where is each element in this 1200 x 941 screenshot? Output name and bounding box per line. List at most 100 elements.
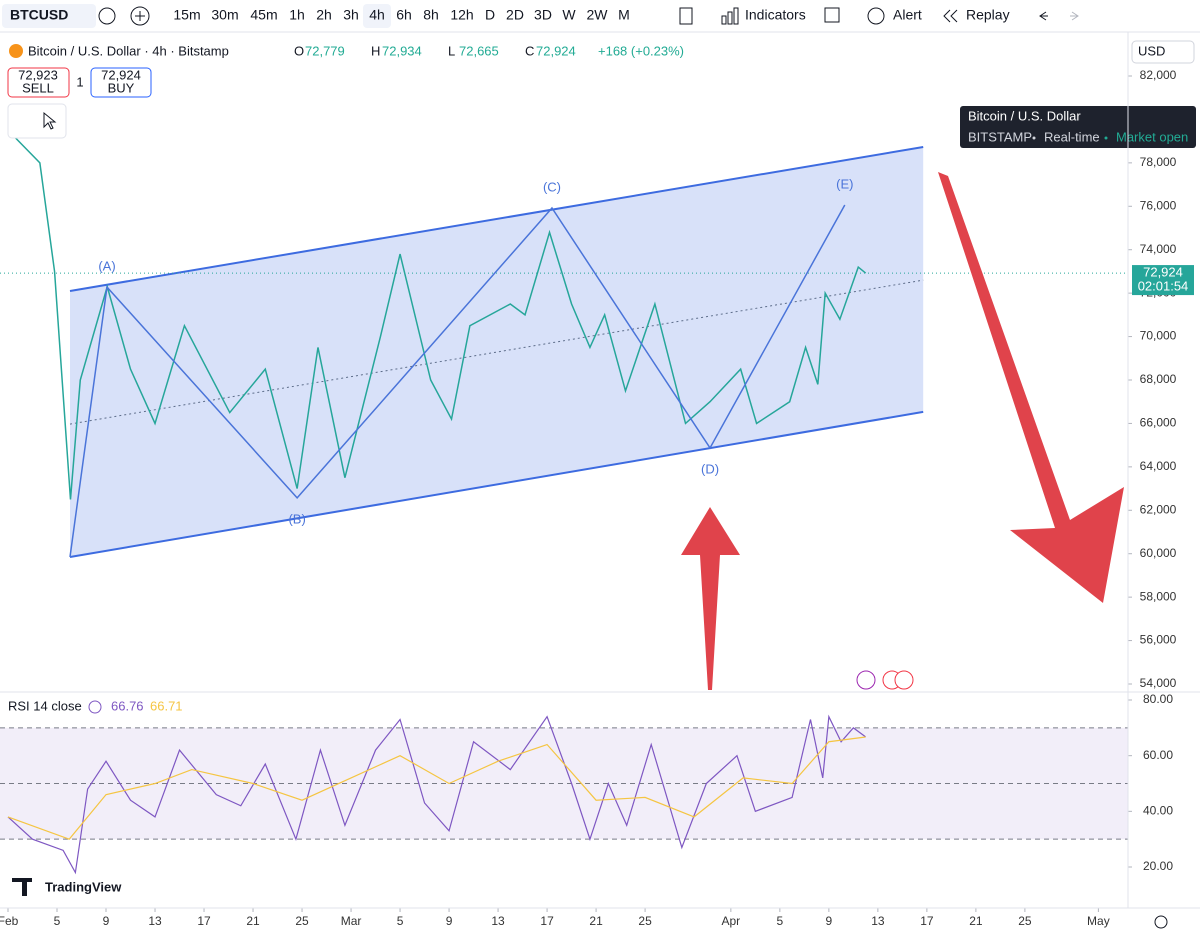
symbol-icon[interactable] bbox=[98, 7, 116, 25]
last-price-box bbox=[1132, 265, 1194, 296]
interval-button[interactable]: D bbox=[485, 7, 495, 23]
currency-box[interactable] bbox=[1131, 40, 1195, 64]
wave-label: (C) bbox=[543, 179, 561, 194]
time-tick-label: 21 bbox=[969, 914, 983, 928]
tooltip bbox=[960, 106, 1196, 148]
undo-button[interactable] bbox=[1039, 11, 1048, 21]
sell-button[interactable] bbox=[7, 67, 70, 98]
interval-button[interactable]: 3D bbox=[534, 7, 552, 23]
interval-button[interactable]: W bbox=[562, 7, 576, 23]
interval-button[interactable]: 45m bbox=[250, 7, 277, 23]
sell-price[interactable]: 72,923 bbox=[18, 67, 58, 82]
alert-icon bbox=[867, 7, 885, 25]
interval-button[interactable]: 8h bbox=[423, 7, 439, 23]
rsi-tick-label: 80.00 bbox=[1143, 692, 1173, 706]
settings-button[interactable] bbox=[1154, 915, 1168, 929]
countdown: 02:01:54 bbox=[1138, 279, 1189, 294]
time-tick-label: 13 bbox=[148, 914, 162, 928]
indicators-button[interactable]: Indicators bbox=[745, 7, 806, 23]
time-tick-label: 21 bbox=[246, 914, 260, 928]
currency[interactable]: USD bbox=[1138, 43, 1165, 58]
rsi-tick-label: 40.00 bbox=[1143, 804, 1173, 818]
dot bbox=[1104, 136, 1108, 140]
price-tick-label: 68,000 bbox=[1140, 372, 1177, 386]
plus-icon bbox=[135, 11, 145, 21]
wave-label: (A) bbox=[98, 259, 115, 274]
wave-label: (D) bbox=[701, 461, 719, 476]
time-tick-label: 17 bbox=[197, 914, 211, 928]
down-arrow bbox=[938, 172, 1124, 603]
interval-button[interactable]: 30m bbox=[211, 7, 238, 23]
time-tick-label: Apr bbox=[722, 914, 741, 928]
ohlc-key: O bbox=[294, 43, 304, 58]
ohlc-value: 72,665 bbox=[459, 43, 499, 58]
active-interval-bg bbox=[363, 4, 391, 28]
rsi-tick-label: 60.00 bbox=[1143, 748, 1173, 762]
chart-type-button[interactable] bbox=[679, 7, 693, 25]
time-tick-label: 9 bbox=[826, 914, 833, 928]
interval-button[interactable]: 6h bbox=[396, 7, 412, 23]
symbol-box[interactable] bbox=[2, 4, 96, 28]
templates-button[interactable] bbox=[824, 7, 840, 23]
time-tick-label: 21 bbox=[589, 914, 603, 928]
price-tick-label: 78,000 bbox=[1140, 155, 1177, 169]
logo-mark bbox=[12, 878, 32, 896]
interval-button[interactable]: M bbox=[618, 7, 630, 23]
redo-button[interactable] bbox=[1070, 11, 1079, 21]
up-arrow bbox=[681, 507, 740, 690]
ohlc-value: 72,934 bbox=[382, 43, 422, 58]
buy-price[interactable]: 72,924 bbox=[101, 67, 141, 82]
rsi-value: 66.76 bbox=[111, 698, 144, 713]
symbol[interactable]: BTCUSD bbox=[10, 7, 68, 23]
rsi-line bbox=[7, 736, 866, 840]
tooltip-name: Bitcoin / U.S. Dollar bbox=[968, 108, 1081, 123]
compare-button[interactable] bbox=[130, 6, 150, 26]
alert-button[interactable]: Alert bbox=[893, 7, 922, 23]
rsi-tick-label: 20.00 bbox=[1143, 859, 1173, 873]
interval-button[interactable]: 15m bbox=[173, 7, 200, 23]
chart-title: Bitcoin / U.S. Dollar · 4h · Bitstamp bbox=[28, 43, 229, 58]
price-tick-label: 54,000 bbox=[1140, 676, 1177, 690]
events-icon[interactable] bbox=[856, 670, 876, 690]
quantity: 1 bbox=[76, 74, 83, 89]
ohlc-value: 72,924 bbox=[536, 43, 576, 58]
flag-icon[interactable] bbox=[894, 670, 914, 690]
rsi-ma-value: 66.71 bbox=[150, 698, 183, 713]
time-tick-label: 13 bbox=[491, 914, 505, 928]
replay-button[interactable]: Replay bbox=[966, 7, 1010, 23]
interval-button[interactable]: 2h bbox=[316, 7, 332, 23]
time-tick-label: 9 bbox=[103, 914, 110, 928]
buy-button[interactable] bbox=[90, 67, 152, 98]
interval-button[interactable]: 1h bbox=[289, 7, 305, 23]
price-line bbox=[7, 129, 867, 500]
interval-button[interactable]: 4h bbox=[369, 7, 385, 23]
buy-label[interactable]: BUY bbox=[108, 80, 135, 95]
time-tick-label: 13 bbox=[871, 914, 885, 928]
logo: TradingView bbox=[45, 879, 122, 894]
price-tick-label: 76,000 bbox=[1140, 198, 1177, 212]
channel-upper bbox=[69, 146, 924, 292]
price-tick-label: 58,000 bbox=[1140, 589, 1177, 603]
time-tick-label: Mar bbox=[341, 914, 362, 928]
time-tick-label: 5 bbox=[777, 914, 784, 928]
interval-button[interactable]: 2W bbox=[587, 7, 609, 23]
cursor-tool[interactable] bbox=[43, 111, 57, 130]
time-tick-label: May bbox=[1087, 914, 1110, 928]
interval-button[interactable]: 3h bbox=[343, 7, 359, 23]
time-tick-label: Feb bbox=[0, 914, 19, 928]
price-tick-label: 62,000 bbox=[1140, 502, 1177, 516]
time-tick-label: 17 bbox=[540, 914, 554, 928]
rsi-line bbox=[7, 714, 866, 875]
ohlc-key: H bbox=[371, 43, 380, 58]
indicators-icon bbox=[721, 7, 739, 25]
interval-button[interactable]: 2D bbox=[506, 7, 524, 23]
sell-label[interactable]: SELL bbox=[22, 80, 54, 95]
interval-button[interactable]: 12h bbox=[450, 7, 473, 23]
time-tick-label: 17 bbox=[920, 914, 934, 928]
channel-middle bbox=[69, 279, 924, 425]
wave-label: (B) bbox=[288, 511, 305, 526]
drawing-toolbar bbox=[7, 103, 67, 139]
